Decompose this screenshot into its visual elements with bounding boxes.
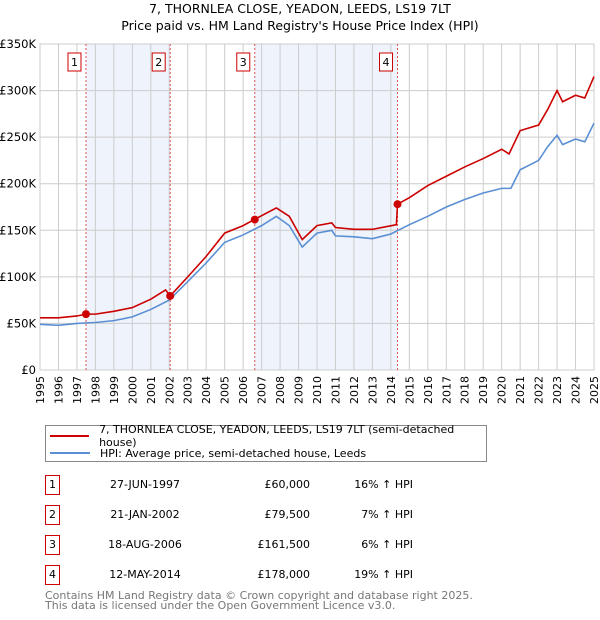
legend-red-swatch [50,435,90,437]
y-tick-label: £50K [7,316,37,330]
x-tick-label: 1995 [34,376,47,404]
sale-price: £79,500 [264,508,311,521]
plot-frame [39,43,595,371]
sale-number-box [67,52,82,72]
x-tick-label: 2020 [496,376,509,404]
sale-point [250,215,259,224]
sale-number-box [236,52,251,72]
shaded-period [254,44,398,370]
sale-date: 18-AUG-2006 [108,538,182,551]
sale-number-badge: 4 [45,565,60,585]
footer-copyright: Contains HM Land Registry data © Crown c… [45,589,473,602]
sale-point [393,200,402,209]
y-tick-label: £150K [0,223,36,237]
sale-price: £161,500 [257,538,311,551]
sale-hpi-diff: 6% ↑ HPI [361,538,413,551]
x-tick-label: 2006 [237,376,250,404]
sale-date: 27-JUN-1997 [109,478,181,491]
legend-blue-swatch [50,452,90,454]
x-tick-label: 1999 [108,376,121,404]
sale-price: £60,000 [264,478,311,491]
sale-number-box [379,52,394,72]
x-tick-label: 2018 [459,376,472,404]
sale-number-badge: 1 [45,475,60,495]
x-tick-label: 2011 [329,376,342,404]
property-price-line [40,76,595,319]
x-tick-label: 1996 [52,376,65,404]
x-tick-label: 2003 [182,376,195,404]
y-tick-label: £350K [0,37,36,51]
y-tick-label: £300K [0,84,36,98]
x-tick-label: 2025 [588,376,600,404]
sale-number-badge: 3 [45,535,60,555]
x-tick-label: 2015 [403,376,416,404]
sale-hpi-diff: 7% ↑ HPI [361,508,413,521]
x-tick-label: 2000 [126,376,139,404]
shaded-period [85,44,171,370]
x-tick-label: 2024 [570,376,583,404]
y-tick-label: £0 [21,363,36,377]
x-tick-label: 2016 [422,376,435,404]
sale-number: 4 [383,56,390,69]
sale-row: 4 12-MAY-2014 £178,000 19% ↑ HPI [45,565,545,585]
x-tick-label: 2007 [256,376,269,404]
sale-number-box [151,52,166,72]
sale-point [81,310,90,319]
chart-title: 7, THORNLEA CLOSE, YEADON, LEEDS, LS19 7… [149,1,451,16]
sale-date: 21-JAN-2002 [110,508,180,521]
x-tick-label: 2017 [440,376,453,404]
sale-row: 2 21-JAN-2002 £79,500 7% ↑ HPI [45,505,545,525]
sale-row: 3 18-AUG-2006 £161,500 6% ↑ HPI [45,535,545,555]
sale-hpi-diff: 16% ↑ HPI [354,478,413,491]
sale-hpi-diff: 19% ↑ HPI [354,568,413,581]
x-tick-label: 2012 [348,376,361,404]
x-tick-label: 2023 [551,376,564,404]
sale-number: 1 [71,56,78,69]
chart-subtitle: Price paid vs. HM Land Registry's House … [121,18,479,33]
x-tick-label: 2021 [514,376,527,404]
y-tick-label: £200K [0,177,36,191]
x-tick-label: 2013 [366,376,379,404]
sale-row: 1 27-JUN-1997 £60,000 16% ↑ HPI [45,475,545,495]
x-tick-label: 2008 [274,376,287,404]
price-chart: 1995 1996 1997 1998 1999 2000 2001 2002 2003 2004… [0,37,600,404]
x-tick-label: 2004 [200,376,213,404]
footer-licence: This data is licensed under the Open Gov… [45,599,396,612]
legend: 7, THORNLEA CLOSE, YEADON, LEEDS, LS19 7… [45,423,487,462]
hpi-line [39,122,595,327]
sale-point [166,291,175,300]
legend-hpi: HPI: Average price, semi-detached house,… [100,446,367,460]
x-tick-label: 2014 [385,376,398,404]
sale-number-badge: 2 [45,505,60,525]
x-tick-label: 1997 [71,376,84,404]
x-tick-label: 2001 [145,376,158,404]
x-tick-label: 2019 [477,376,490,404]
x-tick-label: 2010 [311,376,324,404]
x-tick-label: 2002 [163,376,176,404]
y-tick-label: £250K [0,130,36,144]
sale-price: £178,000 [257,568,311,581]
x-tick-label: 2022 [533,376,546,404]
legend-property: 7, THORNLEA CLOSE, YEADON, LEEDS, LS19 7… [99,423,455,449]
sale-date: 12-MAY-2014 [109,568,181,581]
sale-number: 3 [240,56,247,69]
x-tick-label: 1998 [89,376,102,404]
x-tick-label: 2009 [293,376,306,404]
y-tick-label: £100K [0,270,36,284]
x-tick-label: 2005 [219,376,232,404]
sale-number: 2 [155,56,162,69]
